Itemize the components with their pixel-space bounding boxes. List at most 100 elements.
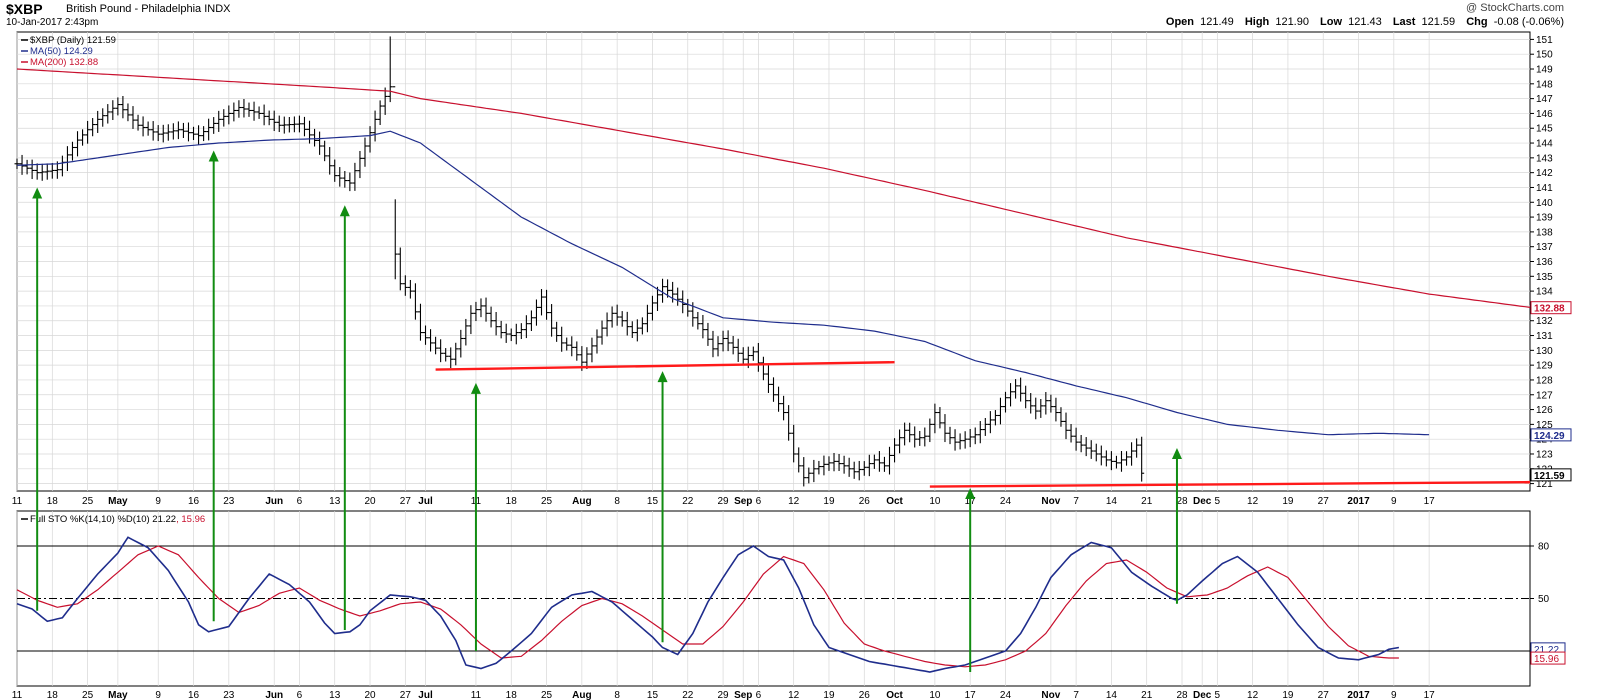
date-axis-label: 12: [788, 690, 800, 700]
price-bar: [125, 103, 131, 122]
price-bar: [564, 337, 570, 351]
price-bar: [750, 346, 756, 361]
sto-d-line: [16, 545, 1399, 668]
date-axis-label: Jun: [265, 690, 283, 700]
price-bar: [443, 348, 449, 362]
price-bar: [1098, 445, 1104, 466]
date-axis-label: Nov: [1041, 690, 1060, 700]
last-tag-box: [1530, 301, 1572, 315]
price-bar: [897, 429, 903, 454]
price-bar: [771, 377, 776, 402]
signal-arrow-head: [339, 205, 350, 217]
price-bar: [100, 108, 106, 127]
date-axis-label: 28: [1176, 496, 1188, 507]
price-bar: [175, 121, 181, 140]
price-bar: [347, 172, 353, 192]
price-bar: [801, 457, 807, 487]
date-axis-label: Aug: [572, 496, 591, 507]
price-bar: [301, 116, 307, 137]
date-axis-label: 12: [1247, 690, 1259, 700]
price-tick-label: 144: [1536, 139, 1553, 150]
price-bar: [942, 414, 948, 443]
price-tick-label: 134: [1536, 287, 1553, 298]
price-bar: [34, 163, 40, 180]
timestamp: 10-Jan-2017 2:43pm: [6, 17, 99, 28]
price-bar: [1033, 397, 1039, 420]
price-bar: [221, 109, 227, 127]
price-bar: [49, 162, 55, 179]
date-axis-label: 21: [1141, 496, 1153, 507]
price-bar: [1093, 443, 1099, 462]
price-legend-entry: $XBP (Daily) 121.59: [21, 35, 116, 46]
price-bar: [826, 456, 832, 471]
price-bar: [644, 304, 650, 333]
date-axis-label: May: [108, 690, 128, 700]
sto-last-tag: 15.96: [1530, 651, 1566, 665]
signal-arrow: [32, 187, 43, 611]
price-bar: [1118, 451, 1124, 472]
date-axis-label: 14: [1106, 690, 1118, 700]
date-axis-label: 2017: [1347, 690, 1370, 700]
price-tick-label: 146: [1536, 109, 1553, 120]
brand-label[interactable]: @ StockCharts.com: [1466, 2, 1564, 14]
price-bar: [14, 158, 20, 169]
date-axis-label: 16: [188, 496, 200, 507]
price-bar: [1028, 393, 1034, 414]
price-tick-label: 123: [1536, 449, 1553, 460]
legend-label: $XBP (Daily) 121.59: [30, 35, 116, 46]
chart-header: $XBP British Pound - Philadelphia INDX 1…: [0, 0, 1600, 30]
price-tick-label: 145: [1536, 124, 1553, 135]
price-bar: [760, 356, 766, 381]
price-bar: [296, 115, 302, 133]
price-bar: [29, 159, 35, 180]
price-bar: [1124, 451, 1130, 466]
sto-level-label: 50: [1538, 594, 1550, 605]
price-bar: [1103, 450, 1109, 467]
date-axis-label: 27: [1318, 690, 1330, 700]
price-bar: [241, 99, 247, 118]
price-bar: [433, 336, 439, 355]
price-bar: [710, 330, 716, 358]
date-axis-label: 28: [1176, 690, 1188, 700]
price-tick-label: 149: [1536, 65, 1553, 76]
price-bar: [251, 101, 257, 121]
price-bar: [1113, 455, 1119, 469]
price-bar: [226, 105, 232, 125]
date-axis-label: 27: [1318, 496, 1330, 507]
price-bar: [307, 120, 313, 144]
date-axis-label: 9: [1391, 496, 1397, 507]
price-bar: [660, 278, 666, 303]
price-bar: [1048, 394, 1054, 413]
price-bar: [947, 426, 953, 445]
last-tag-label: 21.22: [1534, 645, 1559, 656]
legend-label: , 15.96: [176, 514, 205, 525]
price-tick-label: 129: [1536, 361, 1553, 372]
date-axis-label: 25: [541, 690, 553, 700]
price-bar: [357, 150, 363, 179]
price-bar: [765, 365, 771, 393]
date-axis-label: 17: [1424, 496, 1436, 507]
date-axis-label: 6: [297, 496, 303, 507]
signal-arrow-head: [657, 371, 668, 383]
date-axis-label: 16: [188, 690, 200, 700]
date-axis-label: Oct: [886, 690, 903, 700]
high-label: High: [1244, 16, 1270, 28]
price-bar: [665, 279, 671, 298]
price-tick-label: 127: [1536, 390, 1553, 401]
date-axis-label: 13: [329, 496, 341, 507]
price-legend-entry: MA(200) 132.88: [21, 57, 98, 68]
date-axis-label: 27: [400, 496, 412, 507]
signal-arrow-head: [1171, 448, 1182, 460]
price-bar: [312, 128, 318, 147]
date-axis-label: 29: [718, 690, 730, 700]
ma200-line: [16, 68, 1531, 308]
signal-arrow: [339, 205, 350, 630]
price-bar: [695, 311, 701, 330]
price-bar: [191, 126, 197, 141]
price-bar: [1068, 424, 1074, 443]
date-axis-label: 21: [1141, 690, 1153, 700]
signal-arrow-head: [965, 488, 976, 500]
price-bar: [1083, 437, 1089, 457]
date-axis-label: 19: [1282, 496, 1294, 507]
